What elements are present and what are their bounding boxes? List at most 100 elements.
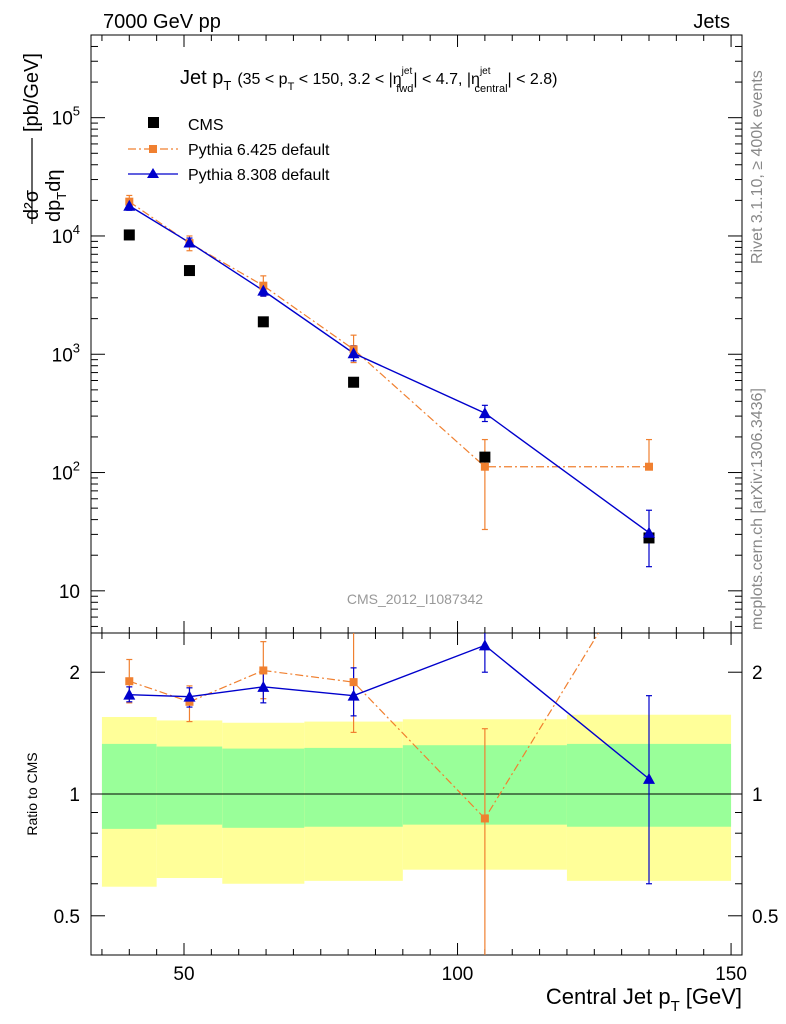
- y-tick-label-base: 10: [59, 582, 80, 603]
- ratio-line-py6: [129, 633, 600, 820]
- legend-label-py8: Pythia 8.308 default: [188, 167, 330, 184]
- y-tick-label-exponent: 4: [73, 222, 80, 237]
- legend-label-py6: Pythia 6.425 default: [188, 142, 330, 159]
- header-right: Jets: [693, 11, 730, 33]
- main-series: [123, 194, 655, 568]
- ratio-py6-point: [259, 666, 268, 675]
- y-tick-label-base: 10: [52, 227, 73, 248]
- y-tick-label-exponent: 5: [73, 104, 80, 119]
- ratio-uncertainty-bands: [91, 714, 742, 887]
- legend-marker-cms: [148, 117, 159, 128]
- ylabel-denom-sub: T: [54, 192, 69, 200]
- y-tick-label: 105: [52, 104, 80, 130]
- ratio-y-tick-label: 2: [69, 663, 80, 684]
- title-main-sub: T: [223, 78, 231, 93]
- ylabel-units-group: [pb/GeV]: [21, 53, 43, 132]
- xlabel-text: Central Jet p: [546, 984, 671, 1009]
- ratio-y-axis-label-group: Ratio to CMS: [24, 752, 40, 835]
- main-y-axis-label-denom: dpTdη: [43, 170, 69, 222]
- title-main: Jet p: [180, 67, 223, 89]
- ylabel-denom-end: dη: [43, 170, 65, 192]
- title-cen-sup: jet: [479, 66, 491, 77]
- legend-label-cms: CMS: [188, 117, 224, 134]
- ylabel-denom: dp: [43, 200, 65, 222]
- cms-point: [123, 229, 135, 241]
- band-inner: [222, 748, 305, 828]
- side-text-top: Rivet 3.1.10, ≥ 400k events: [749, 70, 766, 264]
- ratio-py6-point: [349, 678, 358, 687]
- ratio-y-tick-label-right: 1: [752, 785, 763, 806]
- x-tick-label: 50: [173, 964, 194, 985]
- ratio-py6-point: [185, 697, 194, 706]
- py8-point: [347, 347, 360, 359]
- py6-point: [645, 462, 653, 471]
- y-tick-label-exponent: 2: [73, 459, 80, 474]
- y-tick-label: 10: [59, 582, 80, 603]
- series-line-py8: [128, 205, 650, 534]
- ratio-py8-point: [478, 639, 491, 651]
- cms-point: [183, 265, 195, 277]
- py8-point: [123, 199, 136, 211]
- ratio-y-tick-label-right: 2: [752, 663, 763, 684]
- ylabel-units-text: [pb/GeV]: [21, 53, 43, 132]
- title-fwd-sub: fwd: [396, 83, 413, 95]
- ratio-py8-point: [257, 680, 270, 692]
- chart-title: Jet pT (35 < pT < 150, 3.2 < |ηjet fwd| < …: [180, 66, 558, 95]
- ratio-py8-point: [123, 688, 136, 700]
- y-tick-label-exponent: 3: [73, 340, 80, 355]
- title-cen-sub: central: [475, 83, 508, 95]
- main-frame: [90, 34, 743, 634]
- y-tick-label: 104: [52, 222, 80, 248]
- band-inner: [156, 746, 223, 825]
- title-end: | < 2.8): [508, 71, 558, 88]
- ratio-py8-point: [183, 690, 196, 702]
- py8-point: [478, 407, 491, 419]
- band-inner: [101, 743, 157, 829]
- legend-marker-py8: [147, 168, 159, 178]
- y-tick-label: 102: [52, 459, 80, 485]
- cms-point: [348, 376, 360, 388]
- ratio-y-tick-label: 1: [69, 785, 80, 806]
- cms-point: [643, 532, 655, 544]
- title-fwd-sup: jet: [401, 66, 413, 77]
- title-range: (35 < p: [237, 71, 287, 88]
- title-mid: | < 4.7, |η: [413, 71, 480, 88]
- xlabel-units: [GeV]: [686, 984, 742, 1009]
- title-range-sub: T: [288, 81, 295, 93]
- legend: CMS Pythia 6.425 default Pythia 8.308 de…: [128, 117, 330, 184]
- y-tick-label-base: 10: [52, 109, 73, 130]
- ratio-py6-point: [480, 814, 489, 823]
- header-left: 7000 GeV pp: [103, 11, 221, 33]
- legend-marker-py6: [149, 145, 157, 153]
- title-range2: < 150, 3.2 < |η: [294, 71, 401, 88]
- cms-point: [479, 451, 491, 463]
- ratio-series-clipped: [123, 633, 655, 955]
- ratio-series: [123, 633, 655, 955]
- side-text-bottom: mcplots.cern.ch [arXiv:1306.3436]: [749, 388, 766, 630]
- ratio-y-axis-label: Ratio to CMS: [24, 752, 40, 835]
- py6-point: [480, 462, 489, 471]
- x-tick-label: 100: [442, 964, 474, 985]
- py8-point: [183, 236, 196, 248]
- ratio-line-py8: [129, 644, 650, 780]
- ratio-py6-point: [125, 677, 134, 686]
- cms-point: [257, 316, 269, 328]
- y-tick-label-base: 10: [52, 345, 73, 366]
- x-axis-label: Central Jet pT [GeV]: [546, 984, 742, 1015]
- xlabel-sub: T: [671, 998, 680, 1015]
- y-tick-label: 103: [52, 340, 80, 366]
- ratio-y-tick-label-right: 0.5: [752, 907, 778, 928]
- ratio-py8-point: [347, 689, 360, 701]
- band-inner: [304, 747, 403, 827]
- svg-text:dpTdη: dpTdη: [43, 170, 69, 222]
- ratio-axis-ticks: 50 100 150 0.5 0.5 1 1 2 2: [54, 633, 778, 985]
- py8-point: [257, 284, 270, 296]
- x-tick-label: 150: [715, 964, 747, 985]
- analysis-watermark: CMS_2012_I1087342: [347, 591, 483, 607]
- py8-point: [643, 526, 655, 538]
- ratio-py8-point: [643, 772, 655, 784]
- y-tick-label-base: 10: [52, 464, 73, 485]
